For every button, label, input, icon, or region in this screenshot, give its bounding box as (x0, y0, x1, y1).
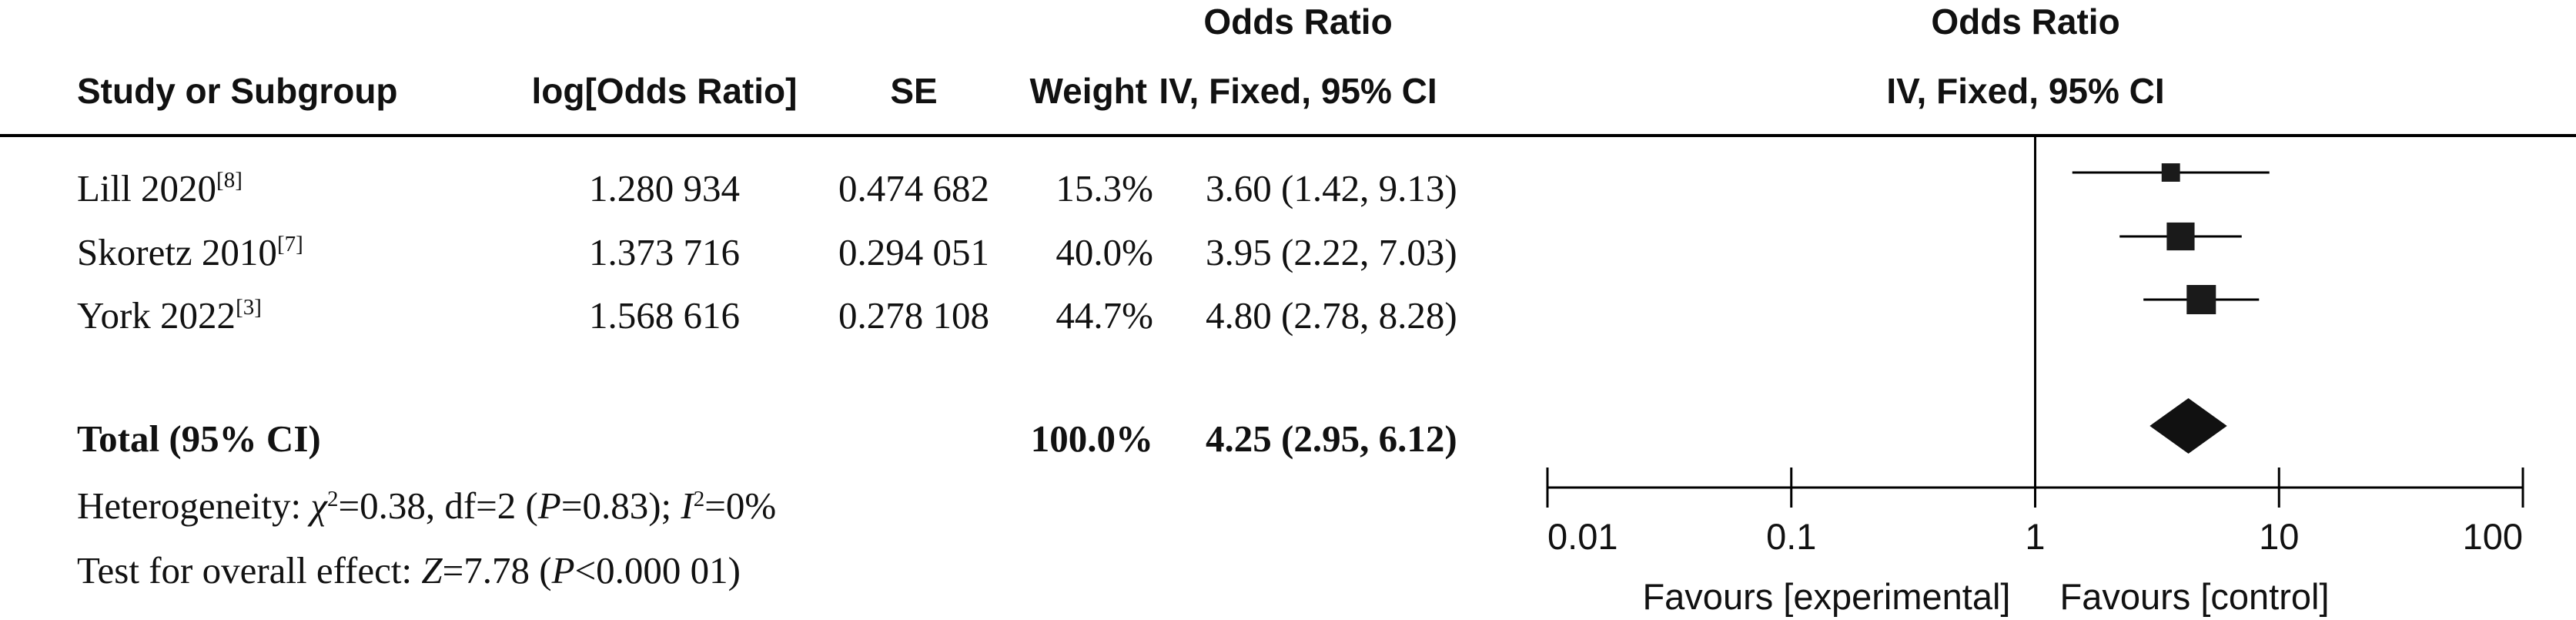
total-row: Total (95% CI) 100.0% 4.25 (2.95, 6.12) (77, 417, 1457, 460)
header-study: Study or Subgroup (77, 71, 398, 111)
header-or-column-bottom: IV, Fixed, 95% CI (1159, 71, 1437, 111)
study-name: York 2022[3] (77, 294, 262, 337)
header-weight: Weight (1030, 71, 1147, 111)
study-point-square (2161, 163, 2180, 182)
x-axis-tick-label: 0.1 (1766, 516, 1816, 557)
study-row: Skoretz 2010[7] 1.373 716 0.294 051 40.0… (77, 231, 1457, 273)
pooled-effect-diamond (2149, 398, 2227, 454)
study-name: Skoretz 2010[7] (77, 231, 303, 273)
study-weight: 44.7% (1055, 294, 1153, 337)
study-row: York 2022[3] 1.568 616 0.278 108 44.7% 4… (77, 294, 1457, 337)
study-log-or: 1.568 616 (589, 294, 740, 337)
total-label: Total (95% CI) (77, 417, 321, 460)
study-point-square (2186, 285, 2216, 314)
study-log-or: 1.280 934 (589, 167, 740, 209)
x-axis-tick-label: 0.01 (1547, 516, 1618, 557)
study-se: 0.474 682 (838, 167, 989, 209)
table-header: Study or Subgroup log[Odds Ratio] SE Wei… (77, 2, 2165, 111)
total-ci-text: 4.25 (2.95, 6.12) (1206, 417, 1457, 460)
x-axis-tick-label: 10 (2259, 516, 2299, 557)
header-or-column-top: Odds Ratio (1203, 2, 1392, 42)
study-ci-text: 4.80 (2.78, 8.28) (1206, 294, 1457, 337)
header-se: SE (890, 71, 937, 111)
x-axis-tick-label: 1 (2025, 516, 2045, 557)
study-row: Lill 2020[8] 1.280 934 0.474 682 15.3% 3… (77, 167, 1457, 209)
header-plot-bottom: IV, Fixed, 95% CI (1886, 71, 2164, 111)
forest-plot: 0.01 0.1 1 10 100 Favours [experimental] Favou… (1546, 136, 2524, 617)
study-name: Lill 2020[8] (77, 167, 243, 209)
header-plot-top: Odds Ratio (1931, 2, 2119, 42)
favours-right-label: Favours [control] (2060, 576, 2330, 617)
heterogeneity-text: Heterogeneity: χ2=0.38, df=2 (P=0.83); I… (77, 484, 776, 527)
study-ci-text: 3.95 (2.22, 7.03) (1206, 231, 1457, 273)
header-log-odds-ratio: log[Odds Ratio] (532, 71, 798, 111)
study-point-square (2166, 222, 2195, 251)
study-ci-text: 3.60 (1.42, 9.13) (1206, 167, 1457, 209)
x-axis-tick-label: 100 (2463, 516, 2523, 557)
study-log-or: 1.373 716 (589, 231, 740, 273)
total-weight: 100.0% (1031, 417, 1153, 460)
study-se: 0.294 051 (838, 231, 989, 273)
study-weight: 15.3% (1055, 167, 1153, 209)
favours-left-label: Favours [experimental] (1642, 576, 2010, 617)
overall-effect-text: Test for overall effect: Z=7.78 (P<0.000… (77, 549, 741, 592)
study-weight: 40.0% (1055, 231, 1153, 273)
study-se: 0.278 108 (838, 294, 989, 337)
